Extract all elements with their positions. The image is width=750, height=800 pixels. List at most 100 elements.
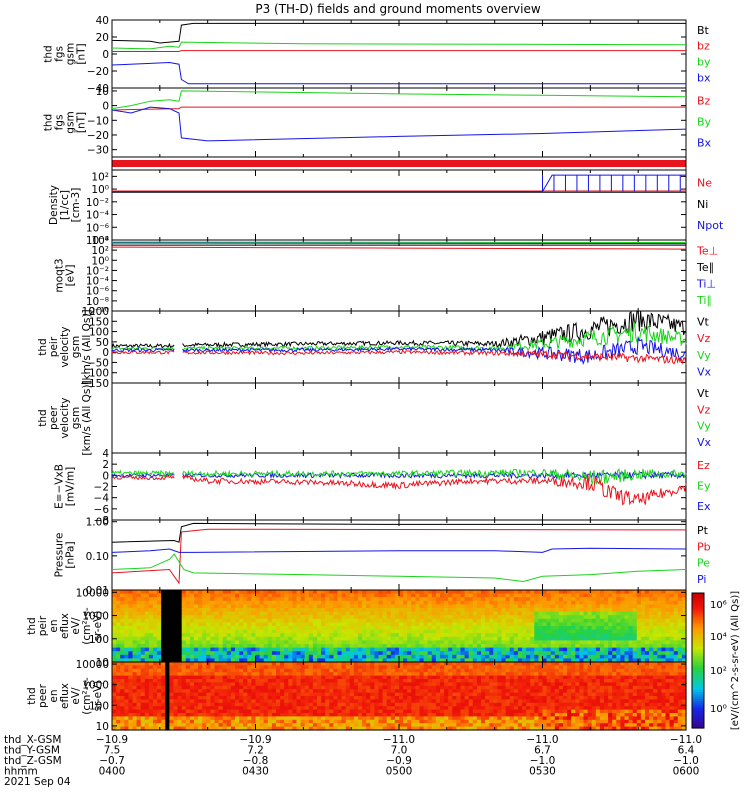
spectrogram-cell — [243, 597, 248, 602]
spectrogram-cell — [337, 604, 343, 609]
spectrogram-cell — [513, 640, 519, 645]
spectrogram-cell — [599, 651, 605, 656]
spectrogram-cell — [440, 702, 445, 707]
spectrogram-cell — [423, 665, 429, 670]
spectrogram-cell — [415, 611, 421, 616]
spectrogram-cell — [132, 647, 138, 652]
spectrogram-cell — [435, 682, 441, 687]
spectrogram-cell — [390, 593, 396, 598]
spectrogram-cell — [382, 702, 388, 707]
spectrogram-cell — [284, 696, 289, 700]
spectrogram-cell — [161, 692, 166, 697]
spectrogram-cell — [329, 597, 334, 602]
spectrogram-cell — [444, 611, 449, 616]
spectrogram-cell — [423, 706, 429, 711]
spectrogram-cell — [296, 633, 302, 638]
spectrogram-cell — [403, 696, 408, 700]
spectrogram-cell — [226, 706, 232, 711]
spectrogram-cell — [345, 640, 351, 645]
spectrogram-cell — [148, 611, 154, 616]
y-tick-label: 100 — [89, 634, 109, 646]
spectrogram-cell — [308, 633, 314, 638]
spectrogram-cell — [476, 633, 482, 638]
spectrogram-cell — [374, 696, 380, 700]
spectrogram-cell — [157, 665, 162, 670]
spectrogram-cell — [206, 658, 211, 663]
spectrogram-cell — [263, 633, 269, 638]
spectrogram-cell — [255, 699, 261, 704]
spectrogram-cell — [411, 685, 416, 690]
spectrogram-cell — [403, 675, 408, 680]
spectrogram-cell — [267, 675, 273, 680]
spectrogram-cell — [485, 640, 490, 645]
spectrogram-cell — [661, 644, 667, 649]
spectrogram-cell — [226, 658, 232, 663]
spectrogram-cell — [333, 654, 339, 659]
spectrogram-cell — [280, 716, 285, 721]
spectrogram-cell — [595, 633, 601, 638]
spectrogram-cell — [259, 665, 265, 670]
spectrogram-cell — [427, 709, 433, 714]
spectrogram-cell — [608, 622, 613, 627]
spectrogram-cell — [263, 640, 269, 645]
spectrogram-cell — [132, 654, 138, 659]
spectrogram-cell — [136, 685, 142, 690]
spectrogram-cell — [296, 696, 302, 700]
spectrogram-cell — [366, 654, 371, 659]
spectrogram-cell — [116, 726, 121, 731]
spectrogram-cell — [140, 723, 146, 728]
spectrogram-cell — [247, 726, 252, 731]
spectrogram-cell — [411, 611, 416, 616]
y-tick-label: 10⁻² — [86, 265, 109, 277]
spectrogram-cell — [440, 723, 445, 728]
spectrogram-cell — [431, 604, 437, 609]
spectrogram-cell — [267, 682, 273, 687]
spectrogram-cell — [132, 640, 138, 645]
spectrogram-cell — [579, 647, 585, 652]
spectrogram-cell — [140, 719, 146, 724]
spectrogram-cell — [161, 719, 166, 724]
spectrogram-cell — [333, 692, 339, 697]
spectrogram-cell — [435, 654, 441, 659]
spectrogram-cell — [538, 651, 544, 656]
spectrogram-cell — [448, 723, 453, 728]
spectrogram-cell — [448, 689, 453, 694]
spectrogram-cell — [292, 668, 298, 673]
spectrogram-cell — [517, 590, 523, 595]
spectrogram-cell — [189, 723, 195, 728]
spectrogram-cell — [353, 600, 359, 605]
spectrogram-cell — [366, 618, 371, 623]
spectrogram-cell — [300, 597, 306, 602]
spectrogram-cell — [456, 665, 462, 670]
spectrogram-cell — [173, 696, 179, 700]
spectrogram-cell — [169, 593, 175, 598]
spectrogram-cell — [349, 709, 355, 714]
spectrogram-cell — [468, 604, 474, 609]
spectrogram-cell — [415, 726, 421, 731]
spectrogram-cell — [267, 702, 273, 707]
spectrogram-cell — [427, 679, 433, 683]
spectrogram-cell — [304, 622, 310, 627]
spectrogram-cell — [153, 706, 158, 711]
spectrogram-cell — [198, 644, 203, 649]
spectrogram-cell — [374, 679, 380, 683]
spectrogram-cell — [526, 658, 531, 663]
spectrogram-cell — [308, 662, 314, 666]
spectrogram-cell — [489, 615, 494, 620]
spectrogram-cell — [341, 679, 347, 683]
spectrogram-cell — [116, 723, 121, 728]
series-Vx — [111, 347, 175, 353]
spectrogram-cell — [333, 593, 339, 598]
y-tick-label: 2 — [102, 459, 109, 471]
spectrogram-cell — [362, 702, 367, 707]
spectrogram-cell — [206, 654, 211, 659]
y-tick-label: −20 — [87, 66, 109, 78]
spectrogram-cell — [161, 689, 166, 694]
spectrogram-cell — [284, 709, 289, 714]
spectrogram-cell — [312, 713, 318, 717]
spectrogram-cell — [288, 636, 293, 641]
spectrogram-cell — [230, 716, 236, 721]
spectrogram-cell — [124, 679, 129, 683]
spectrogram-cell — [366, 665, 371, 670]
spectrogram-cell — [198, 640, 203, 645]
